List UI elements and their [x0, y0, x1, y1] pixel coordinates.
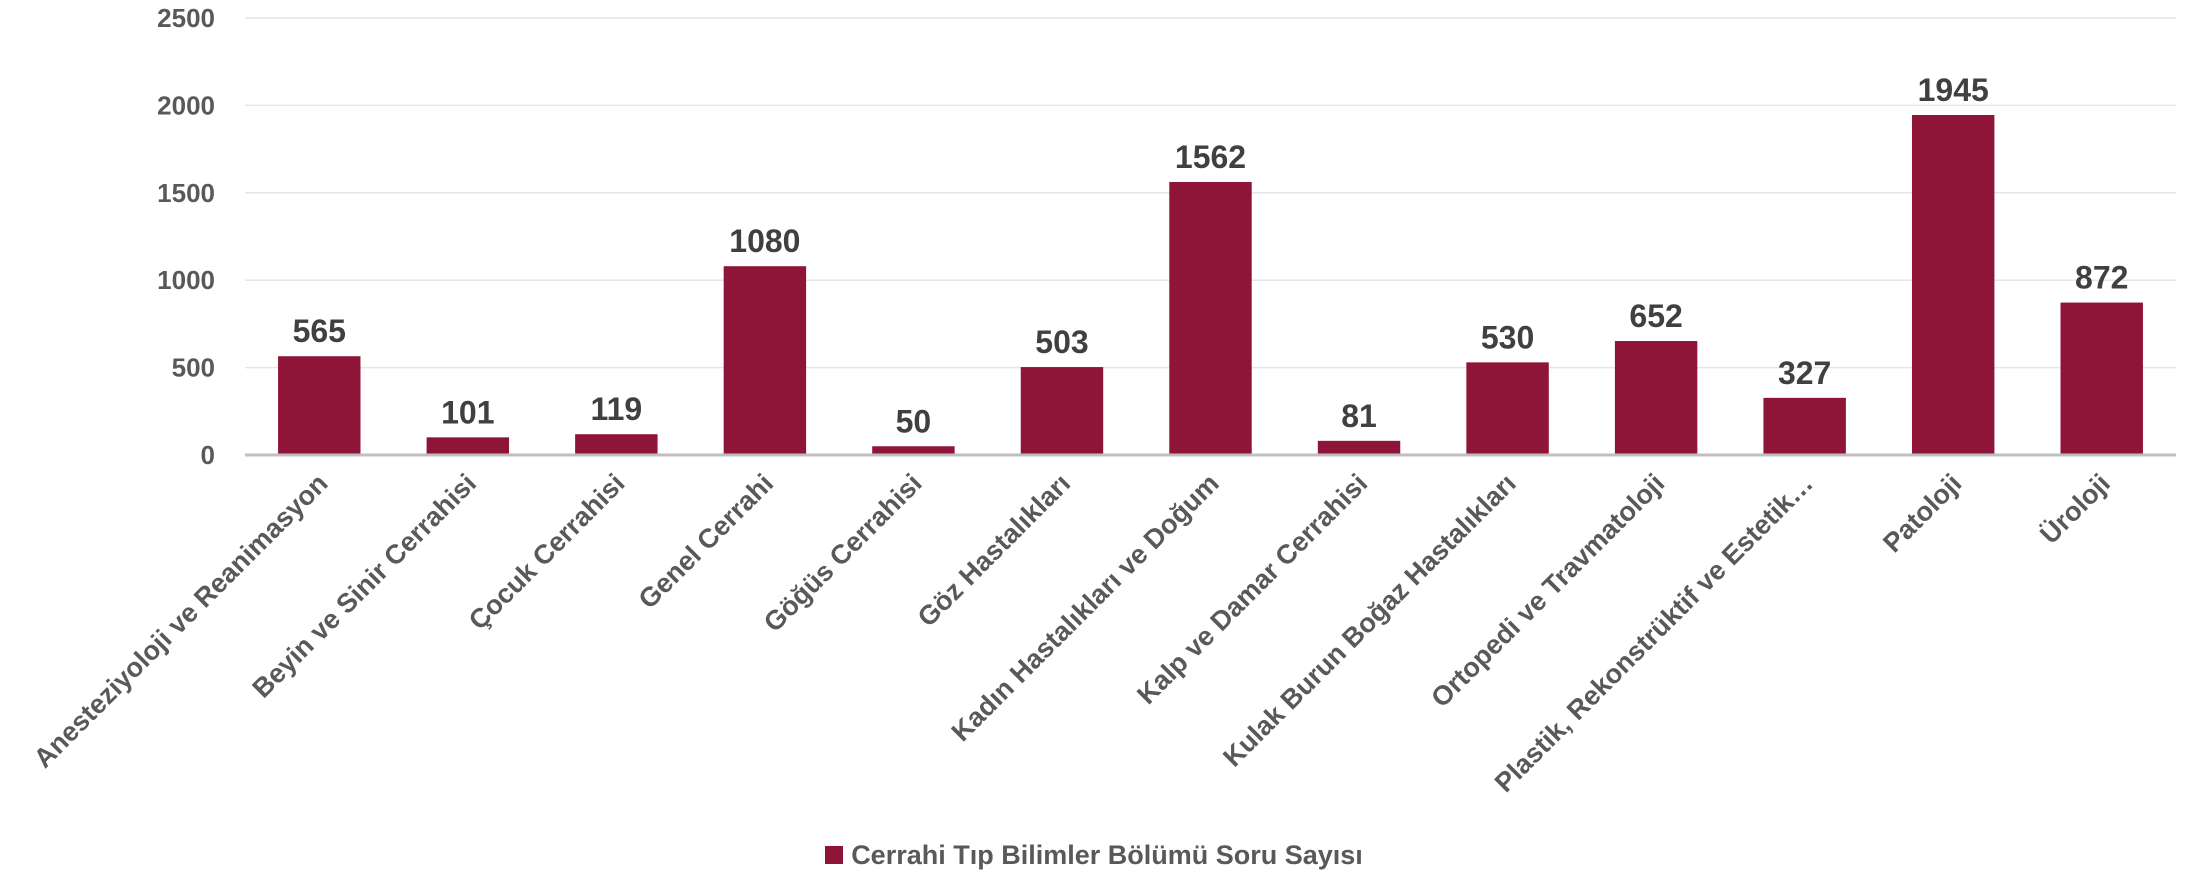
- bar: [2060, 302, 2143, 455]
- x-category-label: Çocuk Cerrahisi: [463, 468, 631, 636]
- y-tick-label: 1000: [157, 265, 215, 295]
- data-labels: 565 101 119 1080 50 503 1562 81 530 652 327 1945 872: [293, 72, 2129, 439]
- y-axis-tick-labels: 0 500 1000 1500 2000 2500: [157, 3, 215, 470]
- data-label: 565: [293, 313, 346, 349]
- data-label: 530: [1481, 319, 1534, 355]
- bar: [1614, 341, 1698, 455]
- data-label: 101: [441, 394, 494, 430]
- data-label: 1562: [1175, 139, 1246, 175]
- x-category-label: Üroloji: [2034, 468, 2116, 550]
- y-tick-label: 0: [201, 440, 215, 470]
- bar: [1317, 440, 1401, 455]
- legend-swatch: [825, 845, 844, 864]
- bar: [1020, 367, 1104, 455]
- bar: [872, 446, 955, 455]
- x-category-label: Göğüs Cerrahisi: [758, 468, 928, 638]
- data-label: 81: [1341, 398, 1377, 434]
- x-category-label: Ortopedi ve Travmatoloji: [1425, 468, 1670, 713]
- legend: Cerrahi Tıp Bilimler Bölümü Soru Sayısı: [0, 838, 2188, 872]
- x-category-label: Kadın Hastalıkları ve Doğum: [946, 468, 1225, 747]
- bar: [723, 266, 807, 455]
- bar: [1763, 397, 1846, 455]
- x-category-label: Patoloji: [1877, 468, 1967, 558]
- legend-label: Cerrahi Tıp Bilimler Bölümü Soru Sayısı: [851, 840, 1363, 870]
- data-label: 872: [2075, 260, 2128, 296]
- data-label: 652: [1629, 298, 1682, 334]
- x-category-label: Anesteziyoloji ve Reanimasyon: [28, 468, 334, 774]
- data-label: 503: [1035, 324, 1088, 360]
- data-label: 1080: [729, 223, 800, 259]
- bars: [278, 115, 2143, 455]
- y-tick-label: 1500: [157, 178, 215, 208]
- data-label: 119: [591, 391, 643, 427]
- data-label: 327: [1778, 355, 1831, 391]
- bar: [278, 356, 361, 455]
- x-category-label: Kulak Burun Boğaz Hastalıkları: [1217, 468, 1521, 772]
- bar: [575, 434, 658, 455]
- bar: [1911, 115, 1995, 455]
- x-category-label: Plastik, Rekonstrüktif ve Estetik…: [1489, 468, 1819, 798]
- bar: [426, 437, 510, 455]
- data-label: 50: [896, 403, 932, 439]
- x-category-label: Göz Hastalıkları: [912, 468, 1076, 632]
- y-tick-label: 2500: [157, 3, 215, 33]
- bar: [1466, 362, 1549, 455]
- y-tick-label: 2000: [157, 90, 215, 120]
- data-label: 1945: [1918, 72, 1989, 108]
- x-category-label: Genel Cerrahi: [633, 468, 779, 614]
- bar: [1169, 181, 1252, 455]
- y-tick-label: 500: [172, 353, 215, 383]
